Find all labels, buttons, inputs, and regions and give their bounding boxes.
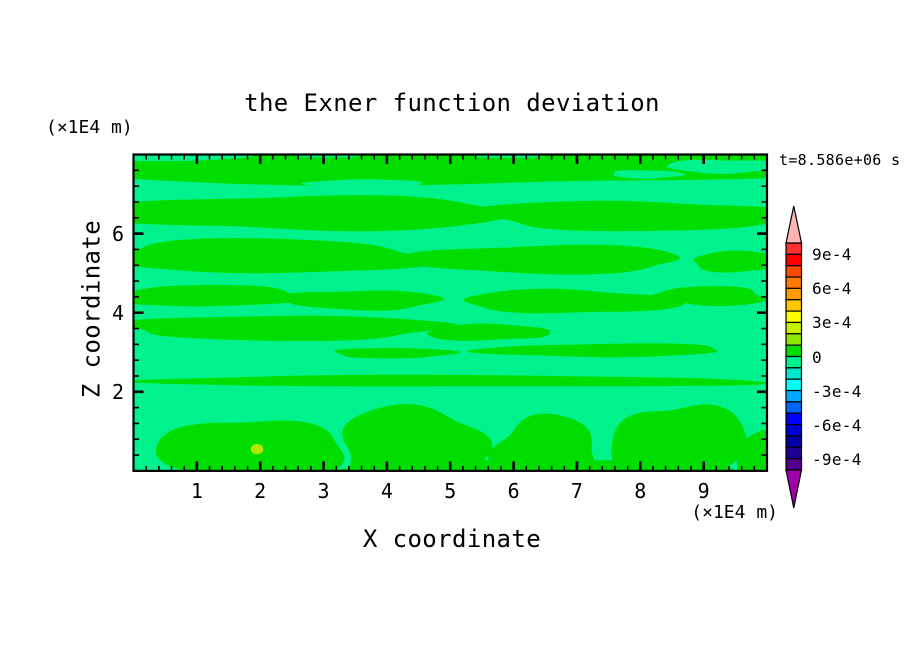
- contour-green-region: [133, 315, 460, 342]
- colorbar-segment: [785, 310, 803, 324]
- colorbar-segment: [785, 367, 803, 380]
- y-tick-label: 6: [111, 221, 124, 246]
- contour-green-region: [315, 459, 737, 471]
- x-tick-label: 4: [380, 479, 393, 503]
- time-label: t=8.586e+06 s: [779, 151, 901, 169]
- colorbar-segment: [785, 458, 803, 471]
- contour-green-region: [133, 374, 767, 387]
- colorbar-segment: [785, 412, 803, 426]
- contour-green-region: [133, 238, 438, 274]
- colorbar-segment: [785, 299, 803, 312]
- contour-green-region: [649, 286, 767, 307]
- contour-green-region: [278, 290, 444, 311]
- contour-green-region: [133, 154, 767, 186]
- contour-background-patch: [301, 179, 423, 190]
- colorbar-segment: [785, 344, 803, 358]
- y-axis-unit-label: (×1E4 m): [46, 117, 133, 138]
- colorbar-label: -6e-4: [812, 415, 862, 435]
- contour-background-patch: [133, 154, 254, 162]
- axis-ticks: [133, 154, 767, 471]
- colorbar-segment: [785, 424, 803, 437]
- contour-green-region: [403, 244, 680, 275]
- colorbar-segment: [785, 242, 803, 255]
- x-tick-label: 6: [507, 479, 520, 503]
- y-tick-label: 4: [111, 300, 124, 325]
- colorbar-segment: [785, 333, 803, 346]
- colorbar-segment: [785, 435, 803, 448]
- contour-green-region: [463, 288, 686, 314]
- x-tick-label: 2: [254, 479, 267, 503]
- x-tick-label: 9: [697, 479, 710, 503]
- contour-green-region: [342, 404, 493, 471]
- x-tick-label: 5: [444, 479, 457, 503]
- contour-green-region: [156, 420, 345, 471]
- contour-green-region: [133, 285, 302, 307]
- colorbar-label: 3e-4: [812, 313, 852, 333]
- contour-background-patch: [613, 170, 686, 179]
- colorbar-bottom-arrow: [785, 469, 803, 509]
- colorbar-label: 9e-4: [812, 245, 852, 265]
- colorbar-label: 6e-4: [812, 279, 852, 299]
- contour-green-region: [467, 343, 718, 358]
- contour-green-region: [611, 404, 747, 471]
- contour-field: [133, 154, 767, 471]
- colorbar-segment: [785, 265, 803, 278]
- colorbar-label: -9e-4: [812, 449, 862, 469]
- y-axis-title: Z coordinate: [77, 219, 106, 399]
- colorbar-segment: [785, 401, 803, 414]
- chart-title: the Exner function deviation: [244, 89, 660, 117]
- colorbar-segment: [785, 321, 803, 335]
- colorbar-segment: [785, 446, 803, 460]
- x-axis-unit-label: (×1E4 m): [691, 502, 778, 523]
- colorbar-segment: [785, 287, 803, 301]
- contour-green-region: [133, 195, 513, 232]
- colorbar-segment: [785, 389, 803, 403]
- x-tick-label: 8: [634, 479, 647, 503]
- colorbar-segment: [785, 355, 803, 369]
- contour-green-region: [693, 250, 767, 273]
- contour-background-patch: [667, 159, 767, 174]
- contour-green-region: [426, 323, 551, 341]
- contour-green-region: [736, 429, 767, 471]
- x-tick-label: 7: [570, 479, 583, 503]
- x-tick-label: 1: [190, 479, 203, 503]
- colorbar-label: -3e-4: [812, 381, 862, 401]
- x-axis-title: X coordinate: [362, 525, 542, 553]
- y-tick-label: 2: [111, 379, 124, 404]
- x-tick-label: 3: [317, 479, 330, 503]
- colorbar-segment: [785, 253, 803, 267]
- colorbar-label: 0: [812, 347, 822, 367]
- contour-green-region: [466, 200, 767, 232]
- colorbar-segment: [785, 378, 803, 392]
- colorbar-segment: [785, 276, 803, 289]
- colorbar-top-arrow: [785, 205, 803, 244]
- contour-hotspot: [250, 444, 264, 455]
- contour-green-region: [488, 413, 596, 471]
- contour-green-region: [334, 348, 460, 359]
